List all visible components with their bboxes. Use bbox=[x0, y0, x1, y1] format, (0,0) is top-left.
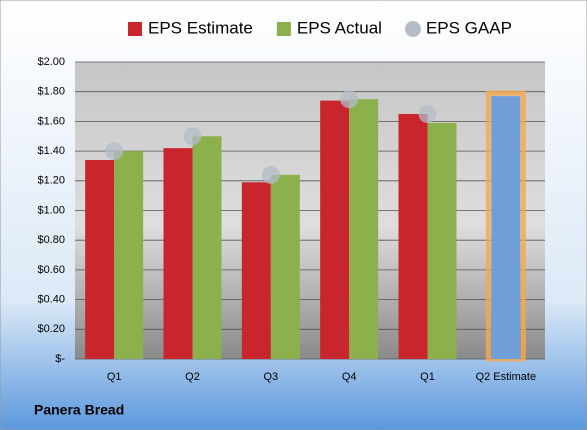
legend-marker bbox=[128, 22, 142, 36]
gaap-marker bbox=[261, 165, 280, 184]
y-tick-label: $1.60 bbox=[37, 115, 65, 127]
legend-marker bbox=[404, 21, 421, 37]
bar bbox=[491, 96, 521, 359]
bar bbox=[85, 160, 115, 359]
bar bbox=[398, 113, 428, 359]
y-tick-label: $1.20 bbox=[37, 175, 65, 187]
y-tick-label: $0.20 bbox=[37, 323, 65, 335]
x-tick-label: Q1 bbox=[107, 371, 122, 383]
gaap-marker bbox=[418, 104, 437, 123]
x-tick-label: Q3 bbox=[263, 371, 278, 383]
y-tick-label: $1.80 bbox=[37, 86, 65, 98]
y-tick-label: $0.40 bbox=[37, 294, 65, 306]
bar bbox=[114, 151, 144, 359]
legend-label: EPS GAAP bbox=[426, 18, 512, 37]
bar bbox=[349, 99, 379, 359]
bar bbox=[163, 148, 193, 359]
legend-label: EPS Estimate bbox=[148, 18, 253, 37]
y-tick-label: $- bbox=[55, 353, 65, 365]
gaap-marker bbox=[183, 127, 202, 146]
bar bbox=[320, 100, 350, 360]
chart-title: Panera Bread bbox=[34, 402, 124, 418]
bar bbox=[241, 182, 271, 359]
gaap-marker bbox=[340, 90, 359, 109]
y-tick-label: $0.80 bbox=[37, 234, 65, 246]
x-tick-label: Q2 Estimate bbox=[476, 371, 537, 383]
y-tick-label: $0.60 bbox=[37, 264, 65, 276]
bar bbox=[192, 136, 222, 359]
y-tick-label: $2.00 bbox=[37, 56, 65, 68]
x-tick-label: Q4 bbox=[342, 371, 357, 383]
legend-label: EPS Actual bbox=[297, 18, 382, 37]
y-tick-label: $1.40 bbox=[37, 145, 65, 157]
legend-marker bbox=[276, 22, 291, 36]
bar bbox=[427, 122, 457, 359]
gaap-marker bbox=[105, 142, 124, 161]
x-tick-label: Q1 bbox=[420, 371, 435, 383]
x-tick-label: Q2 bbox=[185, 371, 200, 383]
y-tick-label: $1.00 bbox=[37, 204, 65, 216]
bar bbox=[270, 174, 300, 359]
